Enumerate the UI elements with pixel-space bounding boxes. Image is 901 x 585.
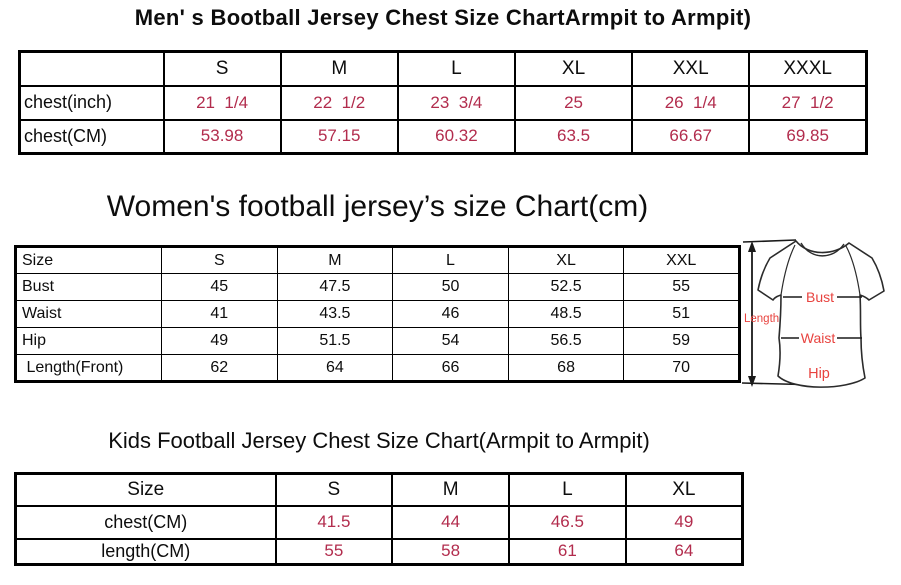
row-label-cell: Hip — [15, 327, 162, 355]
value-cell: 47.5 — [276, 273, 394, 301]
value-cell: 41 — [161, 300, 278, 328]
value-cell: 26 1/4 — [631, 84, 751, 121]
header-cell: XL — [513, 50, 634, 87]
shirt-outline — [757, 240, 885, 388]
hip-label: Hip — [808, 366, 830, 382]
row-label-cell: chest(CM) — [14, 504, 277, 540]
tshirt-measurement-diagram: Bust Waist Hip Length — [741, 239, 885, 388]
value-cell: 70 — [623, 354, 740, 382]
value-cell: 57.15 — [279, 118, 399, 155]
value-cell: 60.32 — [396, 118, 516, 155]
row-label-cell: chest(inch) — [18, 84, 165, 121]
table-row: length(CM) 55 58 61 64 — [14, 537, 744, 566]
value-cell: 52.5 — [507, 273, 625, 301]
table-header-row: Size S M L XL XXL — [15, 246, 740, 274]
header-cell: S — [162, 50, 282, 87]
value-cell: 48.5 — [507, 300, 625, 328]
bust-label: Bust — [806, 289, 834, 305]
value-cell: 54 — [392, 327, 509, 355]
value-cell: 46.5 — [508, 504, 627, 540]
header-cell: XXL — [623, 246, 740, 274]
header-cell — [18, 50, 165, 87]
value-cell: 25 — [513, 84, 634, 121]
value-cell: 23 3/4 — [396, 84, 516, 121]
header-cell: S — [161, 246, 278, 274]
header-cell: XL — [507, 246, 625, 274]
value-cell: 56.5 — [507, 327, 625, 355]
table-row: Hip 49 51.5 54 56.5 59 — [15, 327, 740, 355]
value-cell: 64 — [624, 537, 744, 566]
header-cell: Size — [15, 246, 162, 274]
top-measure-line — [742, 239, 797, 243]
value-cell: 64 — [276, 354, 394, 382]
header-cell: Size — [14, 472, 277, 507]
value-cell: 51.5 — [276, 327, 394, 355]
value-cell: 68 — [507, 354, 625, 382]
table-header-row: S M L XL XXL XXXL — [18, 50, 868, 87]
table-row: Waist 41 43.5 46 48.5 51 — [15, 300, 740, 328]
value-cell: 46 — [392, 300, 509, 328]
header-cell: M — [391, 472, 510, 507]
value-cell: 21 1/4 — [162, 84, 282, 121]
header-cell: S — [274, 472, 394, 507]
value-cell: 69.85 — [748, 118, 868, 155]
value-cell: 43.5 — [276, 300, 394, 328]
value-cell: 49 — [624, 504, 744, 540]
value-cell: 49 — [161, 327, 278, 355]
mens-size-table: S M L XL XXL XXXL chest(inch) 21 1/4 22 … — [18, 50, 868, 155]
value-cell: 59 — [623, 327, 740, 355]
left-armhole-seam — [780, 244, 796, 296]
value-cell: 58 — [391, 537, 510, 566]
row-label-cell: Waist — [15, 300, 162, 328]
mens-chart-title: Men' s Bootball Jersey Chest Size ChartA… — [134, 5, 752, 30]
table-row: Length(Front) 62 64 66 68 70 — [15, 354, 740, 382]
table-row: chest(CM) 53.98 57.15 60.32 63.5 66.67 6… — [18, 118, 868, 155]
header-cell: XXXL — [748, 50, 868, 87]
right-armhole-seam — [845, 245, 861, 296]
value-cell: 44 — [391, 504, 510, 540]
header-cell: L — [396, 50, 516, 87]
header-cell: L — [508, 472, 627, 507]
table-row: Bust 45 47.5 50 52.5 55 — [15, 273, 740, 301]
value-cell: 53.98 — [162, 118, 282, 155]
kids-chart-title: Kids Football Jersey Chest Size Chart(Ar… — [108, 428, 650, 453]
value-cell: 27 1/2 — [748, 84, 868, 121]
womens-size-table: Size S M L XL XXL Bust 45 47.5 50 52.5 5… — [14, 245, 741, 383]
table-row: chest(CM) 41.5 44 46.5 49 — [14, 504, 744, 540]
value-cell: 61 — [508, 537, 627, 566]
womens-chart-title: Women's football jersey’s size Chart(cm) — [106, 190, 649, 223]
value-cell: 22 1/2 — [279, 84, 399, 121]
header-cell: L — [392, 246, 509, 274]
value-cell: 50 — [392, 273, 509, 301]
header-cell: M — [276, 246, 394, 274]
value-cell: 55 — [274, 537, 394, 566]
row-label-cell: chest(CM) — [18, 118, 165, 155]
row-label-cell: Bust — [15, 273, 162, 301]
row-label-cell: length(CM) — [14, 537, 277, 566]
value-cell: 41.5 — [274, 504, 394, 540]
value-cell: 66.67 — [631, 118, 751, 155]
length-arrow — [748, 241, 756, 387]
kids-size-table: Size S M L XL chest(CM) 41.5 44 46.5 49 … — [14, 472, 744, 566]
header-cell: XL — [624, 472, 744, 507]
length-label: Length — [744, 313, 779, 325]
value-cell: 62 — [161, 354, 278, 382]
value-cell: 51 — [623, 300, 740, 328]
header-cell: XXL — [631, 50, 751, 87]
value-cell: 55 — [623, 273, 740, 301]
table-header-row: Size S M L XL — [14, 472, 744, 507]
header-cell: M — [279, 50, 399, 87]
waist-label: Waist — [801, 330, 836, 346]
row-label-cell: Length(Front) — [15, 354, 162, 382]
table-row: chest(inch) 21 1/4 22 1/2 23 3/4 25 26 1… — [18, 84, 868, 121]
collar-line — [800, 242, 845, 257]
value-cell: 63.5 — [513, 118, 634, 155]
value-cell: 45 — [161, 273, 278, 301]
value-cell: 66 — [392, 354, 509, 382]
